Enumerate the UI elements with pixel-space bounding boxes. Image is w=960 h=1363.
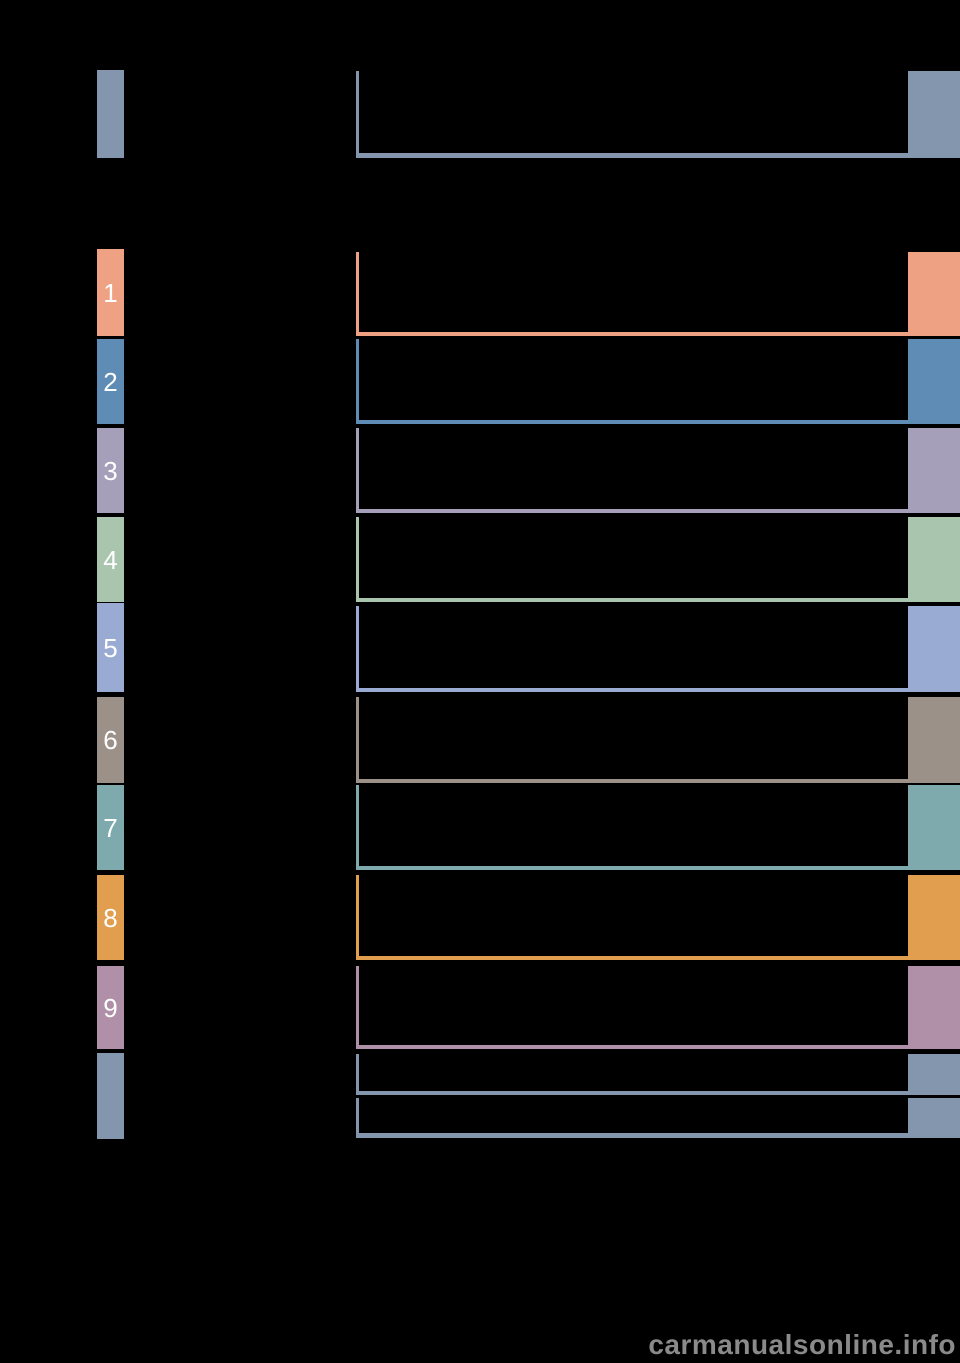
section-box-bottom-border-chapter-8 [356,956,960,960]
section-box-left-border-chapter-9 [356,966,359,1045]
watermark-link[interactable]: carmanualsonline.info [648,1329,956,1360]
section-number: 6 [103,725,118,755]
section-box-bottom-border-chapter-6 [356,779,960,783]
section-number: 4 [103,544,118,575]
section-box-bottom-border-chapter-5 [356,688,960,692]
section-box-bottom-border-chapter-4 [356,598,960,602]
section-box-left-border-chapter-1 [356,252,359,332]
section-box-left-border-intro [356,71,359,153]
section-tab-left-chapter-9: 9 [97,966,124,1049]
section-tab-left-index-1 [97,1053,124,1139]
section-tab-left-intro [97,70,124,158]
section-tab-left-chapter-7: 7 [97,785,124,870]
section-tab-left-chapter-2: 2 [97,339,124,424]
section-box-left-border-index-1 [356,1054,359,1091]
section-tab-right-chapter-8 [908,875,960,956]
section-tab-right-chapter-3 [908,428,960,509]
section-tab-right-chapter-1 [908,252,960,332]
section-box-bottom-border-chapter-2 [356,420,960,424]
section-box-left-border-chapter-7 [356,785,359,866]
section-number: 3 [103,455,118,486]
section-number: 1 [103,277,118,308]
section-tab-left-chapter-1: 1 [97,249,124,336]
section-box-bottom-border-chapter-3 [356,509,960,513]
section-number: 8 [103,902,118,933]
section-tab-right-chapter-5 [908,606,960,688]
section-tab-right-chapter-6 [908,697,960,779]
section-box-left-border-chapter-4 [356,517,359,598]
section-tab-right-chapter-2 [908,339,960,420]
section-box-bottom-border-intro [356,153,960,158]
section-box-bottom-border-index-1 [356,1091,960,1095]
section-tab-right-chapter-9 [908,966,960,1045]
section-tab-right-index-1 [908,1054,960,1091]
section-box-bottom-border-chapter-1 [356,332,960,336]
section-box-left-border-chapter-6 [356,697,359,779]
section-tab-right-chapter-4 [908,517,960,598]
section-box-bottom-border-index-2 [356,1133,960,1138]
section-number: 7 [103,812,118,843]
section-box-bottom-border-chapter-7 [356,866,960,870]
section-number: 5 [103,632,118,663]
section-number: 9 [103,992,118,1023]
section-tab-left-chapter-3: 3 [97,428,124,513]
section-tab-left-chapter-4: 4 [97,517,124,602]
section-tab-left-chapter-8: 8 [97,875,124,960]
section-box-left-border-chapter-3 [356,428,359,509]
section-box-left-border-chapter-8 [356,875,359,956]
section-tab-right-intro [908,71,960,153]
section-box-left-border-chapter-5 [356,606,359,688]
section-tab-left-chapter-6: 6 [97,697,124,783]
section-box-bottom-border-chapter-9 [356,1045,960,1049]
section-number: 2 [103,366,118,397]
section-box-left-border-index-2 [356,1098,359,1133]
section-tab-right-chapter-7 [908,785,960,866]
section-box-left-border-chapter-2 [356,339,359,420]
section-tab-right-index-2 [908,1098,960,1133]
section-tab-left-chapter-5: 5 [97,603,124,692]
